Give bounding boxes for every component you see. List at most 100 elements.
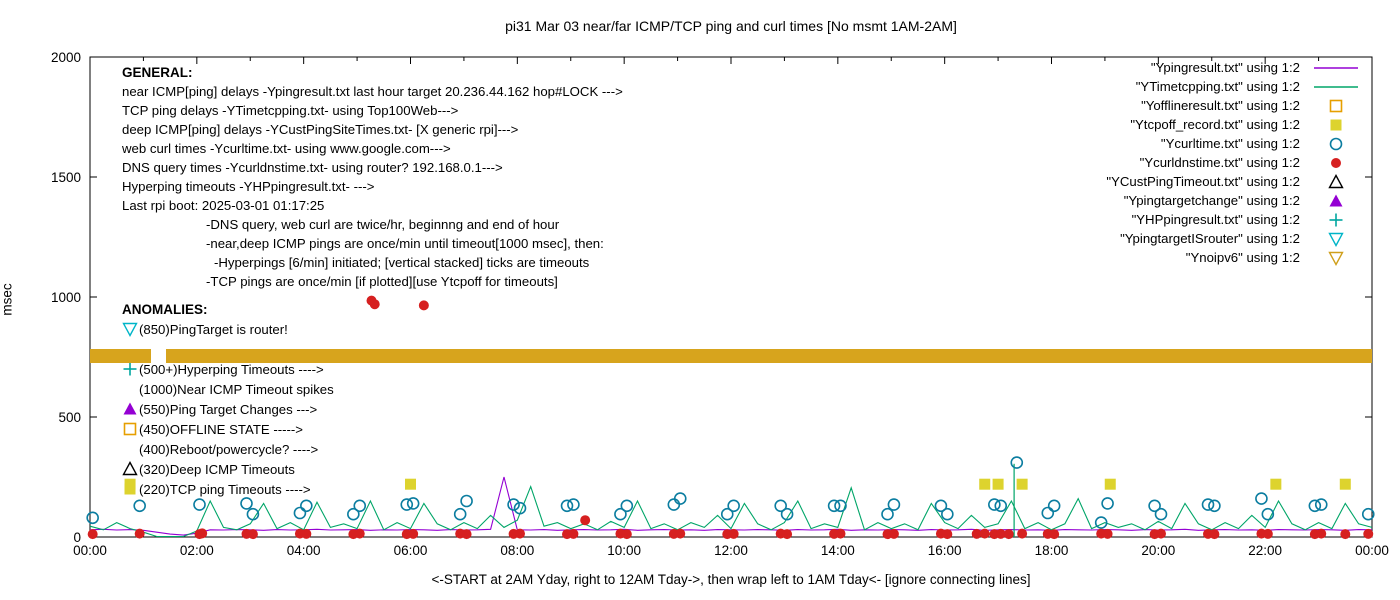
circle-filled-legend-icon — [1331, 157, 1341, 168]
circle-open-marker — [400, 498, 414, 511]
circle-filled-marker — [1331, 157, 1341, 168]
circle-open-marker — [834, 499, 847, 513]
circle-open-marker — [774, 499, 787, 513]
circle-filled-marker — [728, 528, 739, 539]
circle-open-marker — [720, 507, 734, 521]
anomaly-text: (450)OFFLINE STATE -----> — [139, 421, 303, 437]
plus-legend-icon — [1329, 213, 1343, 226]
anomaly-row: (220)TCP ping Timeouts ----> — [122, 479, 334, 499]
tri-up-open-anomaly-icon — [122, 461, 138, 476]
circle-open-marker — [780, 507, 794, 521]
anomaly-text: (220)TCP ping Timeouts ----> — [139, 481, 311, 497]
circle-filled-marker — [888, 528, 899, 539]
general-lines: near ICMP[ping] delays -Ypingresult.txt … — [122, 82, 623, 291]
circle-filled-marker — [461, 529, 472, 540]
legend-row: "Ytcpoff_record.txt" using 1:2 — [1106, 115, 1362, 134]
circle-open-marker — [881, 507, 894, 521]
general-note: -near,deep ICMP pings are once/min until… — [206, 236, 604, 251]
circle-open-marker — [240, 497, 253, 510]
square-filled-marker — [1016, 478, 1028, 490]
square-filled-marker — [1104, 478, 1116, 490]
anomaly-text: (1000)Near ICMP Timeout spikes — [139, 381, 334, 397]
y-tick-label: 1500 — [51, 170, 81, 185]
general-note: -DNS query, web curl are twice/hr, begin… — [206, 217, 560, 232]
y-tick-label: 1000 — [51, 290, 81, 305]
circle-filled-marker — [1156, 528, 1167, 539]
circle-open-marker — [1361, 507, 1375, 521]
anomaly-row: (500+)Hyperping Timeouts ----> — [122, 359, 334, 379]
square-filled-marker — [992, 478, 1004, 490]
general-line: TCP ping delays -YTimetcpping.txt- using… — [122, 103, 459, 118]
circle-open-marker — [86, 511, 99, 525]
legend-row: "YHPpingresult.txt" using 1:2 — [1106, 210, 1362, 229]
circle-open-marker — [614, 507, 627, 521]
anomaly-text: (320)Deep ICMP Timeouts — [139, 461, 295, 477]
legend-label: "YpingtargetISrouter" using 1:2 — [1120, 231, 1300, 246]
circle-open-marker — [994, 499, 1008, 513]
anomaly-row: (550)Ping Target Changes ---> — [122, 399, 334, 419]
square-open-anomaly-icon — [123, 422, 137, 436]
anomaly-text: (400)Reboot/powercycle? ----> — [139, 441, 319, 457]
anomaly-row: (850)PingTarget is router! — [122, 319, 334, 339]
circle-open-marker — [246, 507, 260, 521]
legend-label: "Ypingtargetchange" using 1:2 — [1123, 193, 1300, 208]
line-legend-icon — [1314, 85, 1358, 88]
square-filled-marker — [1330, 119, 1342, 130]
noipv6-band — [165, 348, 1372, 363]
anomaly-row: (450)OFFLINE STATE -----> — [122, 419, 334, 439]
circle-open-marker — [887, 498, 901, 511]
circle-open-marker — [988, 498, 1001, 511]
triangle-down-open-marker — [1328, 232, 1344, 247]
legend-label: "YHPpingresult.txt" using 1:2 — [1131, 212, 1300, 227]
legend-label: "Ytcpoff_record.txt" using 1:2 — [1130, 117, 1300, 132]
circle-filled-marker — [1017, 528, 1028, 539]
circle-filled-marker — [942, 529, 953, 540]
circle-filled-marker — [782, 529, 793, 540]
general-block: GENERAL: near ICMP[ping] delays -Ypingre… — [122, 63, 623, 291]
tri-down-open-anomaly-icon — [122, 322, 138, 337]
circle-open-marker — [727, 499, 740, 513]
circle-open-marker — [560, 499, 574, 513]
tri-up-filled-anomaly-icon — [123, 402, 137, 415]
circle-filled-marker — [580, 515, 591, 526]
anomalies-block: ANOMALIES: (850)PingTarget is router! (50… — [122, 300, 334, 499]
tri-up-open-legend-icon — [1328, 173, 1344, 188]
circle-filled-marker — [418, 300, 429, 311]
x-tick-label: 12:00 — [714, 543, 748, 558]
square-filled-marker — [979, 478, 991, 490]
circle-open-marker — [1201, 498, 1215, 511]
x-tick-label: 22:00 — [1248, 543, 1282, 558]
circle-open-marker — [347, 507, 360, 521]
x-tick-label: 20:00 — [1141, 543, 1175, 558]
triangle-down-open-marker — [122, 322, 138, 337]
circle-open-marker — [620, 499, 634, 513]
circle-filled-marker — [1363, 528, 1374, 539]
circle-open-marker — [567, 498, 580, 511]
circle-open-marker — [941, 507, 954, 521]
x-tick-label: 04:00 — [287, 543, 321, 558]
circle-open-marker — [353, 499, 367, 513]
x-tick-label: 08:00 — [500, 543, 534, 558]
anomaly-row: (320)Deep ICMP Timeouts — [122, 459, 334, 479]
general-line: web curl times -Ycurltime.txt- using www… — [122, 141, 451, 156]
circle-open-marker — [1101, 497, 1114, 510]
circle-open-marker — [827, 499, 841, 513]
legend-row: "Ycurltime.txt" using 1:2 — [1106, 134, 1362, 153]
circle-open-marker — [1314, 498, 1328, 511]
y-tick-label: 0 — [73, 530, 81, 545]
line-legend-icon — [1314, 66, 1358, 69]
square-filled-marker — [405, 478, 416, 490]
circle-open-marker — [673, 492, 687, 505]
square-open-marker — [123, 422, 137, 436]
legend-row: "YCustPingTimeout.txt" using 1:2 — [1106, 172, 1362, 191]
circle-open-marker — [133, 499, 146, 513]
anomalies-heading: ANOMALIES: — [122, 302, 208, 317]
blank-anomaly-icon — [122, 441, 139, 457]
circle-open-marker — [1255, 492, 1268, 505]
circle-filled-marker — [408, 528, 419, 539]
circle-open-marker — [406, 497, 420, 510]
circle-filled-marker — [369, 299, 380, 310]
circle-filled-marker — [1003, 529, 1014, 540]
y-axis-label: msec — [0, 283, 15, 316]
